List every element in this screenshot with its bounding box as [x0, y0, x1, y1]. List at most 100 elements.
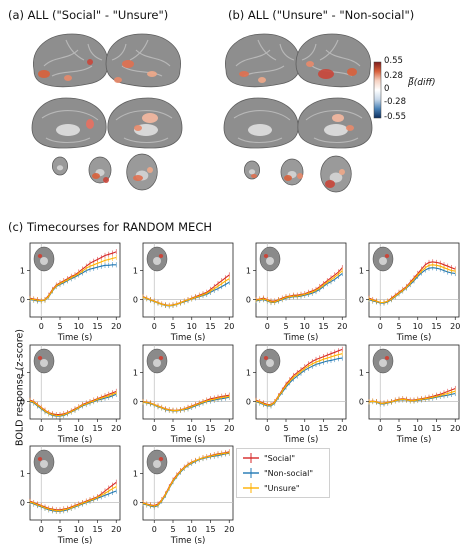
x-tick-label: 0	[265, 322, 270, 331]
timecourse-panel-9: 0 5 10 15 20 Time (s) 0 1	[20, 445, 121, 546]
y-tick-label: 0	[133, 296, 138, 305]
colorbar-tick: -0.28	[384, 97, 406, 107]
timecourse-panel-1: 0 5 10 15 20 Time (s) 0 1	[20, 242, 121, 343]
x-axis-label: Time (s)	[396, 435, 432, 445]
legend-swatch-unsure	[243, 483, 259, 493]
series-line-1	[255, 357, 343, 407]
x-tick-label: 0	[152, 424, 157, 433]
series-line-2	[142, 395, 230, 412]
axial-activation-a	[147, 167, 153, 173]
axial-slice-a1	[51, 156, 68, 176]
brain-b-medial-right	[297, 97, 373, 149]
roi-thumbnail-center	[153, 460, 161, 468]
legend-label-unsure: "Unsure"	[264, 483, 300, 493]
x-tick-label: 0	[39, 525, 44, 534]
brain-a-activation	[142, 113, 158, 123]
roi-marker	[384, 356, 390, 360]
brain-b-activation	[239, 71, 249, 77]
y-tick-label: 1	[359, 369, 364, 378]
x-tick-label: 10	[74, 424, 84, 433]
axial-activation-b	[325, 180, 335, 188]
series-line-1	[29, 490, 117, 512]
series-line-2	[29, 392, 117, 417]
brain-a-activation	[134, 125, 142, 131]
series-line-2	[368, 264, 456, 304]
y-tick-label: 1	[133, 470, 138, 479]
x-tick-label: 10	[413, 322, 423, 331]
x-tick-label: 20	[224, 525, 234, 534]
colorbar-tick: -0.55	[384, 112, 406, 122]
x-tick-label: 0	[39, 424, 44, 433]
brain-a-activation	[122, 60, 134, 68]
x-tick-label: 20	[337, 424, 347, 433]
x-tick-label: 5	[170, 525, 175, 534]
brain-a-lateral-left	[33, 33, 109, 88]
x-tick-label: 5	[57, 424, 62, 433]
x-tick-label: 0	[152, 322, 157, 331]
brain-a-medial-right	[107, 97, 183, 149]
y-tick-label: 1	[20, 470, 25, 479]
x-tick-label: 5	[396, 424, 401, 433]
brain-b-activation	[258, 77, 266, 83]
x-tick-label: 20	[224, 322, 234, 331]
roi-marker	[384, 254, 390, 258]
x-tick-label: 0	[378, 424, 383, 433]
series-line-1	[368, 267, 456, 304]
panel-c-title: (c) Timecourses for RANDOM MECH	[8, 220, 212, 234]
y-tick-label: 1	[20, 267, 25, 276]
roi-thumbnail-center	[40, 460, 48, 468]
x-tick-label: 5	[57, 322, 62, 331]
legend-swatch-nonsocial	[243, 468, 259, 478]
x-tick-label: 0	[39, 322, 44, 331]
y-tick-label: 1	[359, 267, 364, 276]
legend-item-social: "Social"	[243, 451, 295, 465]
y-tick-label: 1	[20, 369, 25, 378]
legend-label-nonsocial: "Non-social"	[264, 468, 314, 478]
x-tick-label: 10	[187, 525, 197, 534]
series-line-2	[29, 486, 117, 512]
x-tick-label: 20	[111, 525, 121, 534]
brain-b-activation	[306, 61, 314, 67]
brain-a-lateral-right	[105, 33, 181, 88]
y-tick-label: 0	[133, 398, 138, 407]
x-tick-label: 20	[337, 322, 347, 331]
x-tick-label: 15	[318, 322, 328, 331]
series-line-2	[142, 452, 230, 507]
x-tick-label: 20	[111, 424, 121, 433]
brain-a-activation	[147, 71, 157, 77]
brain-b-activation	[318, 69, 334, 79]
x-tick-label: 10	[300, 424, 310, 433]
roi-marker	[158, 457, 164, 461]
brain-maps	[31, 33, 382, 193]
x-axis-label: Time (s)	[283, 333, 319, 343]
y-tick-label: 1	[246, 369, 251, 378]
x-tick-label: 15	[205, 525, 215, 534]
x-tick-label: 0	[378, 322, 383, 331]
axial-activation-b	[339, 169, 345, 175]
x-tick-label: 10	[187, 322, 197, 331]
x-tick-label: 15	[431, 424, 441, 433]
brain-b-activation	[347, 68, 357, 76]
legend-swatch-social	[243, 453, 259, 463]
x-tick-label: 20	[111, 322, 121, 331]
timecourse-panel-6: 0 5 10 15 20 Time (s) 0 1	[133, 344, 234, 445]
x-tick-label: 15	[205, 424, 215, 433]
brain-a-activation	[38, 70, 50, 78]
y-tick-label: 0	[359, 296, 364, 305]
x-tick-label: 5	[170, 322, 175, 331]
brain-a-activation	[87, 59, 93, 65]
x-tick-label: 15	[92, 525, 102, 534]
axial-activation-b	[284, 175, 292, 181]
timecourse-panel-10: 0 5 10 15 20 Time (s) 0 1	[133, 445, 234, 546]
y-tick-label: 0	[20, 296, 25, 305]
y-tick-label: 1	[133, 267, 138, 276]
series-line-2	[255, 270, 343, 303]
panel-b-title: (b) ALL ("Unsure" - "Non-social")	[228, 8, 415, 22]
x-tick-label: 10	[74, 322, 84, 331]
x-axis-label: Time (s)	[170, 536, 206, 546]
roi-thumbnail-center	[379, 257, 387, 265]
colorbar-label: β̅(diff)	[408, 78, 436, 88]
x-tick-label: 5	[57, 525, 62, 534]
colorbar-tick: 0.55	[384, 56, 403, 66]
x-tick-label: 5	[283, 424, 288, 433]
